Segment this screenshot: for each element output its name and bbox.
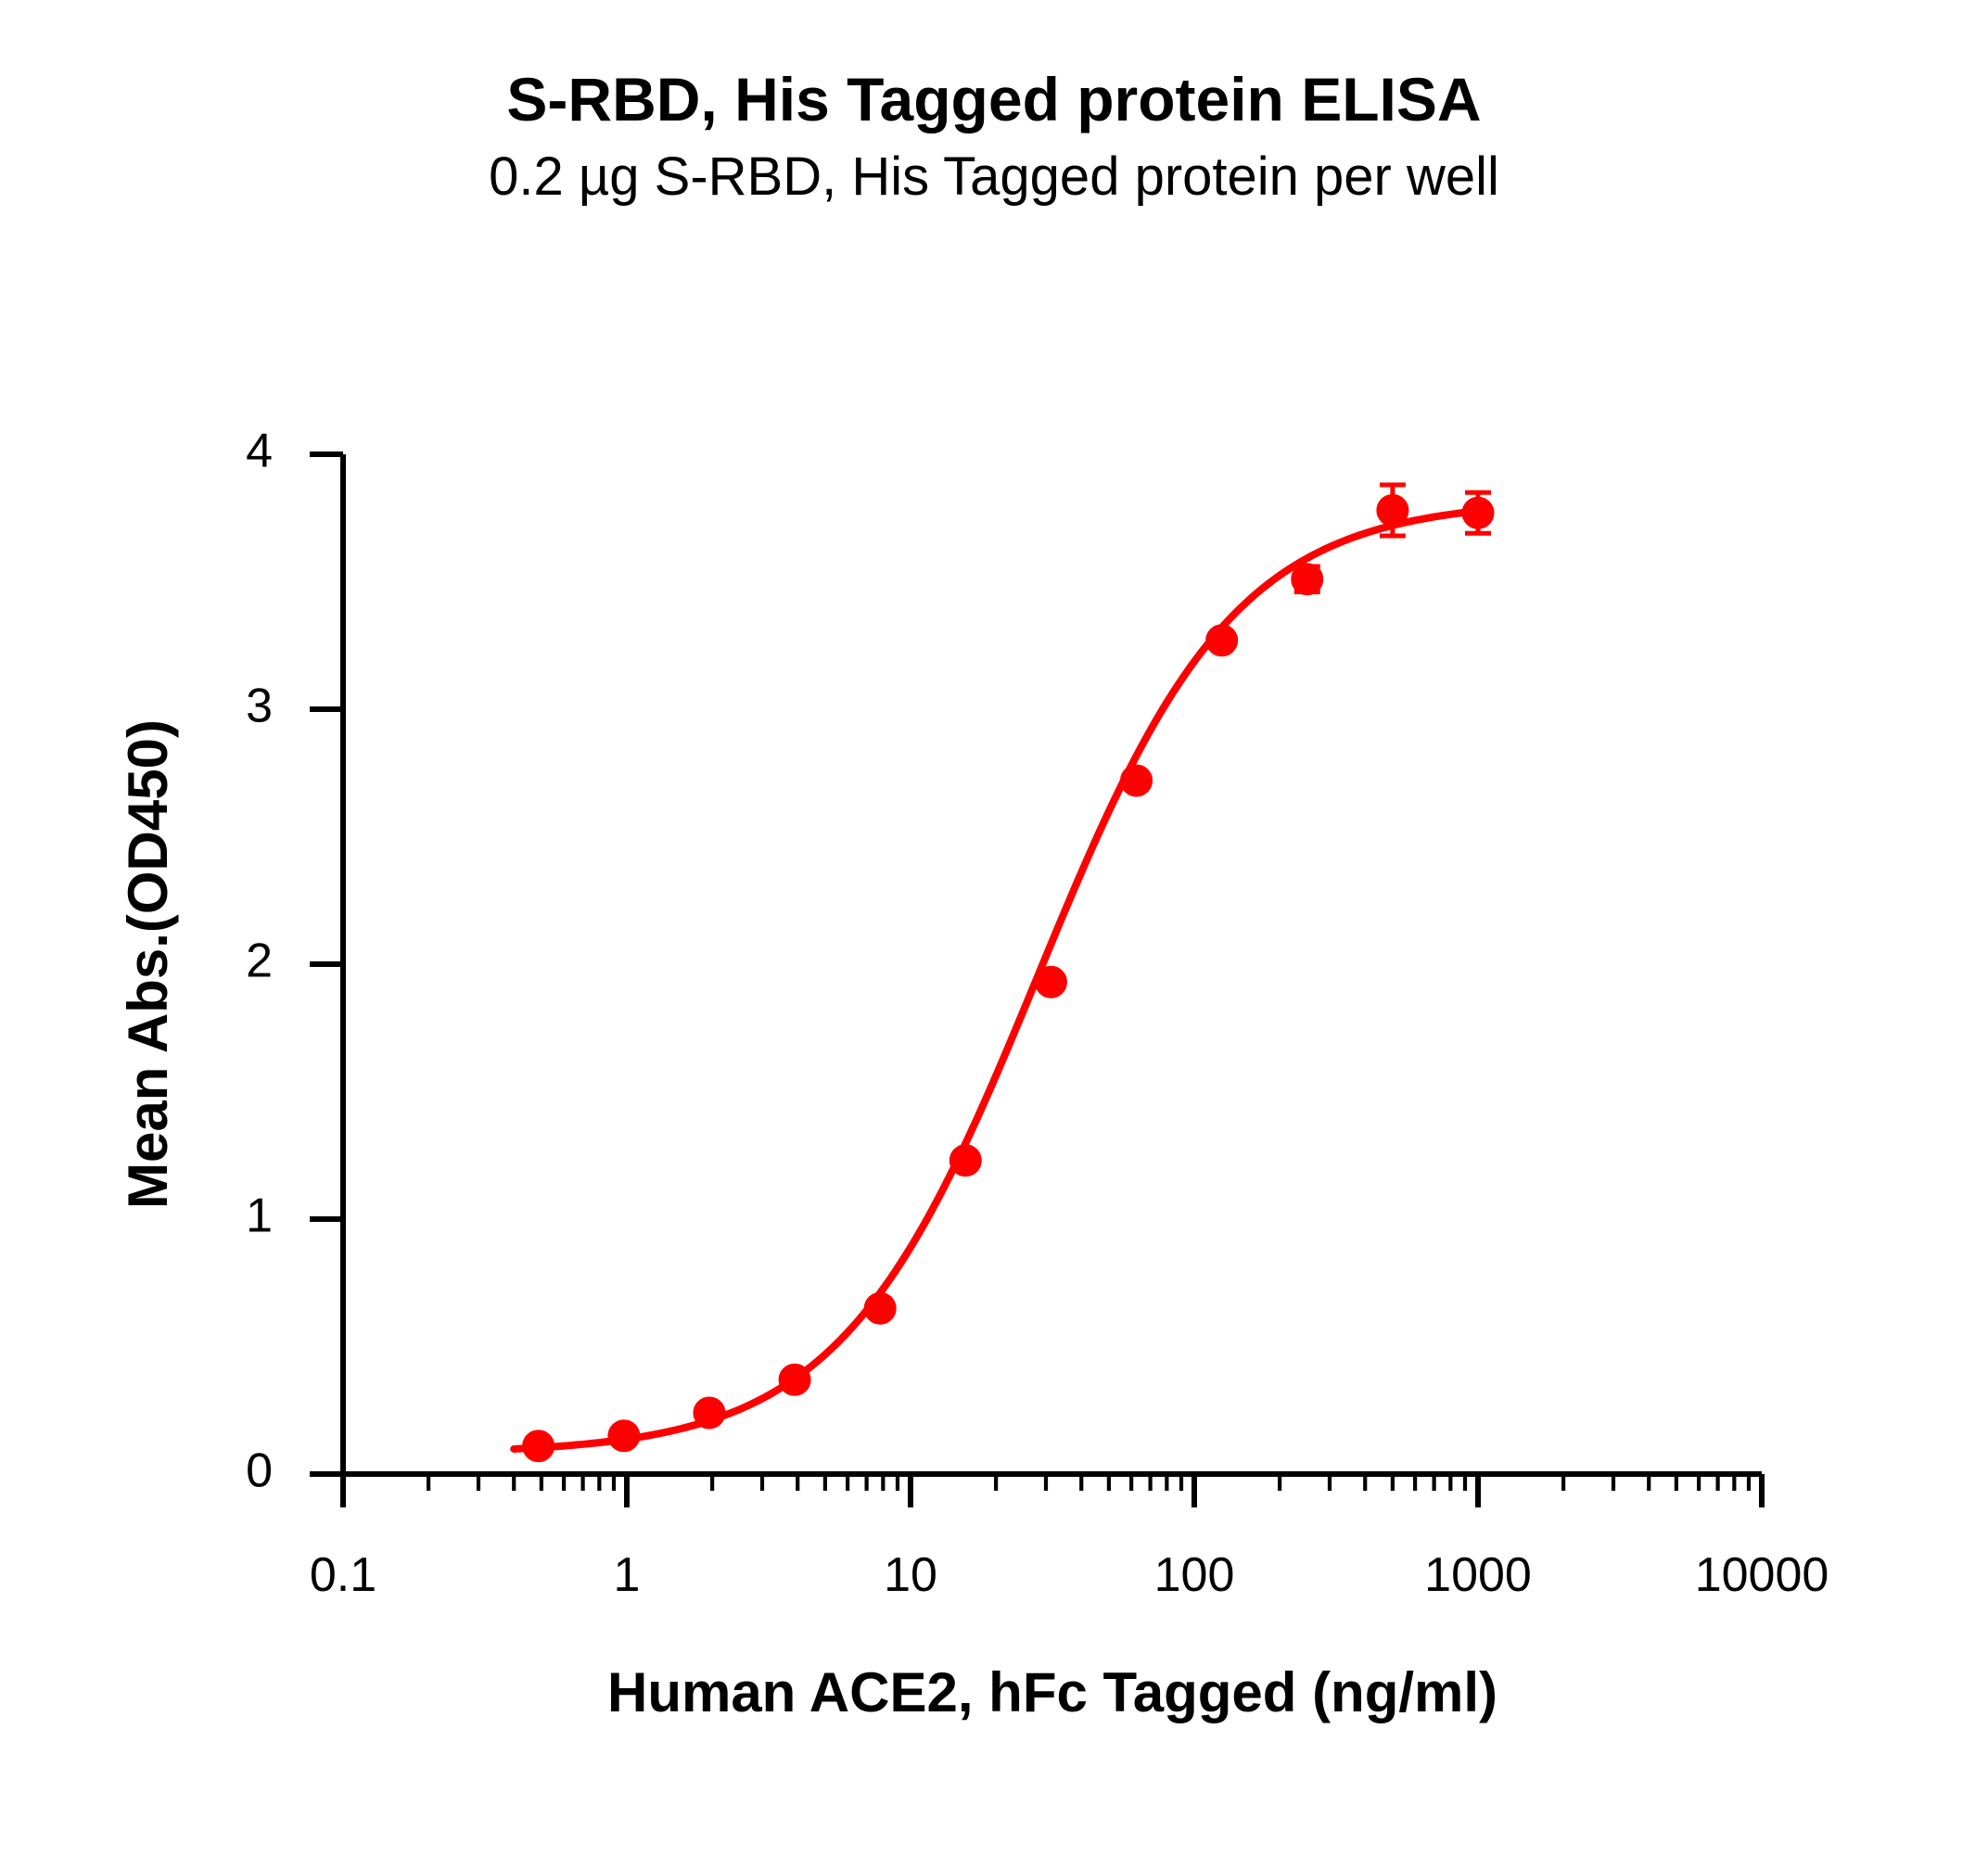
chart-title: S-RBD, His Tagged protein ELISA: [506, 65, 1481, 134]
y-tick-label: 2: [246, 934, 273, 988]
data-point: [865, 1293, 895, 1323]
x-tick-label: 1: [614, 1548, 641, 1602]
data-point: [780, 1365, 809, 1394]
x-tick-label: 100: [1154, 1548, 1235, 1602]
data-point: [609, 1421, 639, 1451]
x-tick-label: 1000: [1424, 1548, 1532, 1602]
data-point: [1122, 766, 1152, 795]
x-axis-label: Human ACE2, hFc Tagged (ng/ml): [607, 1661, 1497, 1723]
data-point: [950, 1146, 980, 1176]
chart-container: S-RBD, His Tagged protein ELISA 0.2 µg S-…: [0, 0, 1988, 1869]
y-tick-label: 1: [246, 1189, 273, 1243]
elisa-chart: S-RBD, His Tagged protein ELISA 0.2 µg S-…: [0, 0, 1988, 1869]
chart-subtitle: 0.2 µg S-RBD, His Tagged protein per wel…: [489, 146, 1499, 207]
x-tick-label: 10: [884, 1548, 937, 1602]
y-tick-label: 3: [246, 680, 273, 733]
y-tick-label: 0: [246, 1444, 273, 1498]
data-point: [524, 1431, 554, 1461]
data-point: [1036, 967, 1065, 997]
y-tick-label: 4: [246, 425, 273, 478]
y-axis-label: Mean Abs.(OD450): [117, 719, 179, 1209]
x-tick-label: 10000: [1695, 1548, 1829, 1602]
data-point: [1463, 498, 1493, 528]
x-tick-label: 0.1: [310, 1548, 376, 1602]
data-point: [1378, 496, 1408, 526]
data-point: [695, 1398, 724, 1428]
data-point: [1207, 626, 1237, 655]
data-point: [1293, 565, 1322, 594]
